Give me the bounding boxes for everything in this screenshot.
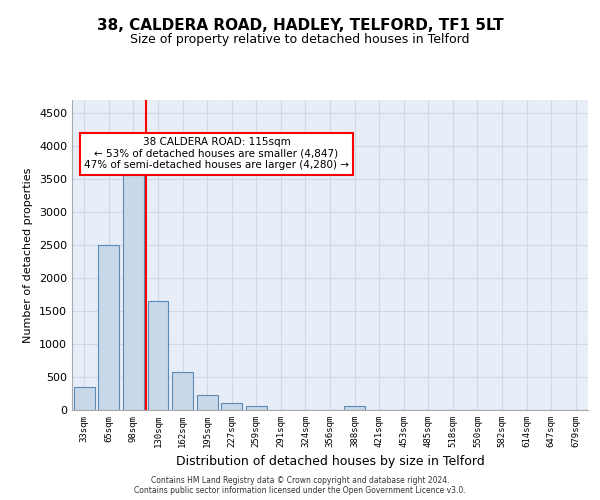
Bar <box>98 245 119 410</box>
Y-axis label: Number of detached properties: Number of detached properties <box>23 168 34 342</box>
Bar <box>221 404 242 410</box>
Text: Size of property relative to detached houses in Telford: Size of property relative to detached ho… <box>130 32 470 46</box>
Bar <box>344 406 365 410</box>
Bar <box>74 387 95 410</box>
X-axis label: Distribution of detached houses by size in Telford: Distribution of detached houses by size … <box>176 456 484 468</box>
Bar <box>172 372 193 410</box>
Bar <box>123 162 144 410</box>
Bar <box>246 406 267 410</box>
Bar <box>197 395 218 410</box>
Text: 38, CALDERA ROAD, HADLEY, TELFORD, TF1 5LT: 38, CALDERA ROAD, HADLEY, TELFORD, TF1 5… <box>97 18 503 32</box>
Text: Contains HM Land Registry data © Crown copyright and database right 2024.
Contai: Contains HM Land Registry data © Crown c… <box>134 476 466 495</box>
Bar <box>148 301 169 410</box>
Text: 38 CALDERA ROAD: 115sqm
← 53% of detached houses are smaller (4,847)
47% of semi: 38 CALDERA ROAD: 115sqm ← 53% of detache… <box>84 137 349 170</box>
